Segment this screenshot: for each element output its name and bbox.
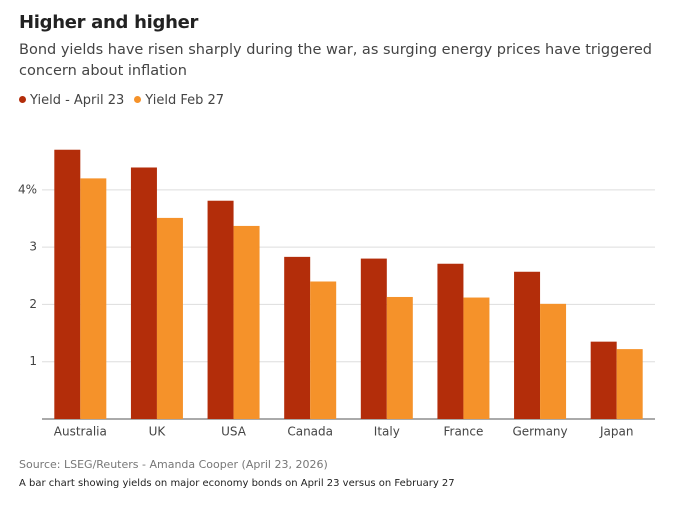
bar — [54, 149, 81, 419]
bar — [130, 167, 157, 419]
x-tick-label: UK — [149, 425, 167, 439]
chart-title: Higher and higher — [19, 12, 199, 33]
bar — [590, 341, 617, 419]
legend-item: Yield Feb 27 — [134, 93, 224, 108]
bar — [310, 281, 337, 419]
bar — [540, 303, 567, 419]
chart-subtitle: Bond yields have risen sharply during th… — [19, 42, 653, 79]
x-tick-label: Australia — [54, 425, 107, 439]
x-tick-label: Germany — [512, 425, 567, 439]
x-tick-label: Italy — [374, 425, 400, 439]
bar — [156, 217, 183, 419]
legend-swatch — [134, 96, 142, 103]
x-tick-label: Japan — [599, 425, 633, 439]
bar — [360, 258, 387, 419]
legend: Yield - April 23 Yield Feb 27 — [19, 93, 224, 108]
source: Source: LSEG/Reuters - Amanda Cooper (Ap… — [19, 458, 328, 471]
y-tick-label: 2 — [29, 297, 37, 311]
bar — [284, 256, 311, 419]
y-tick-label: 1 — [29, 354, 37, 368]
x-tick-label: USA — [221, 425, 247, 439]
x-tick-label: France — [443, 425, 483, 439]
bar — [207, 200, 234, 419]
bar — [463, 297, 490, 419]
bar — [437, 263, 464, 419]
legend-swatch — [19, 96, 26, 103]
y-tick-label: 3 — [29, 240, 37, 254]
x-tick-label: Canada — [287, 425, 333, 439]
bar — [80, 178, 107, 419]
legend-label: Yield Feb 27 — [145, 93, 225, 108]
y-tick-label: 4% — [18, 182, 37, 196]
legend-item: Yield - April 23 — [19, 93, 124, 108]
bar — [616, 349, 643, 419]
bar — [386, 296, 413, 419]
bar — [233, 225, 260, 419]
legend-label: Yield - April 23 — [30, 93, 125, 108]
note: A bar chart showing yields on major econ… — [19, 478, 455, 489]
bar — [514, 271, 541, 419]
